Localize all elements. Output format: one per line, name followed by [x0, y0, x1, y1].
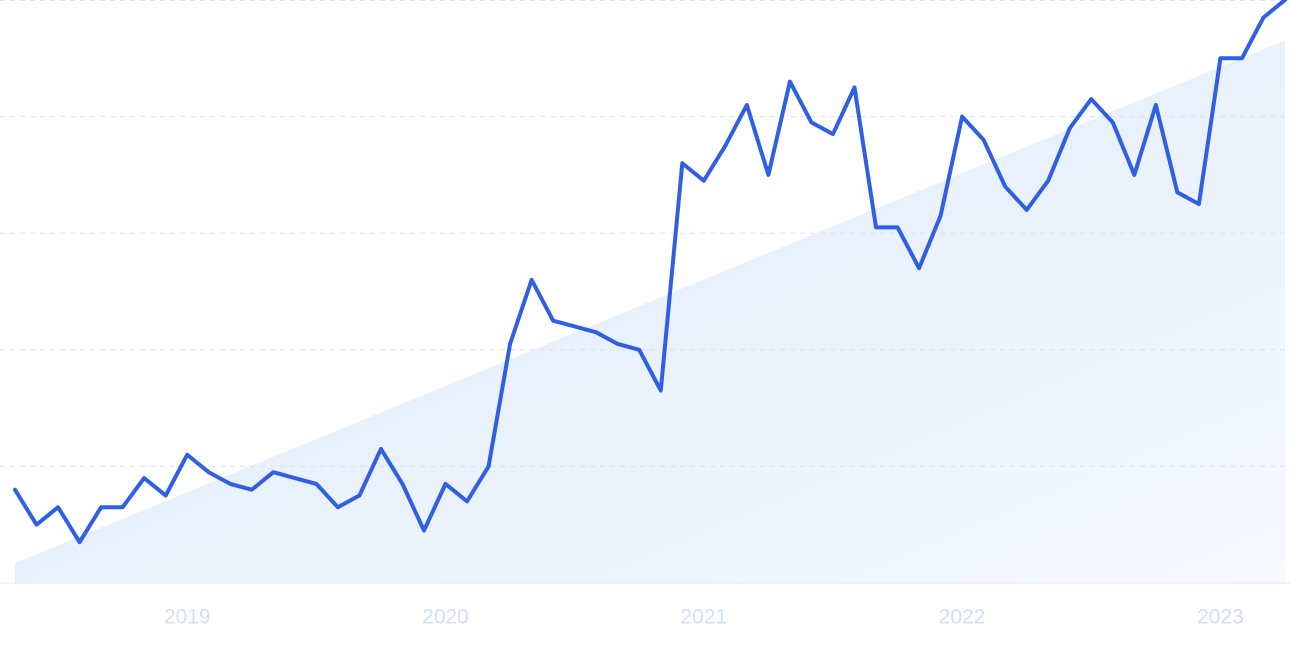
x-tick-label: 2019 — [164, 606, 211, 629]
x-tick-label: 2023 — [1197, 606, 1244, 629]
x-tick-label: 2020 — [422, 606, 469, 629]
x-tick-label: 2021 — [680, 606, 727, 629]
x-tick-label: 2022 — [939, 606, 986, 629]
trend-area — [15, 40, 1285, 584]
trend-line — [13, 0, 1287, 545]
